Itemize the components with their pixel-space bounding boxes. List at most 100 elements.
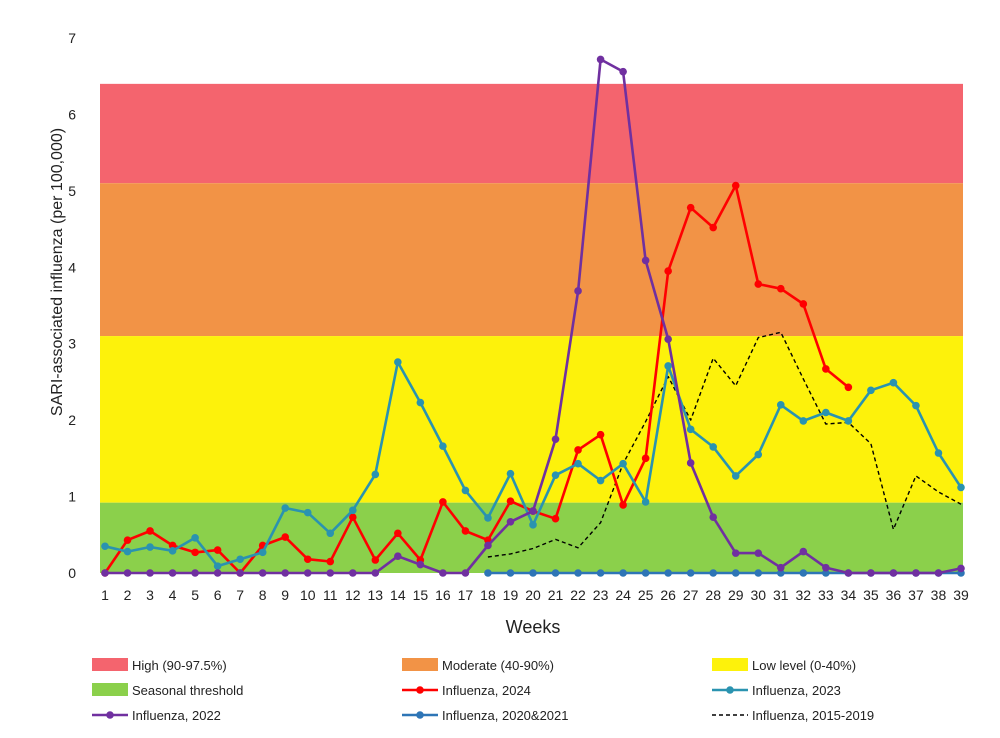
data-point [709, 569, 718, 577]
data-point [822, 563, 830, 572]
data-point [303, 508, 312, 517]
data-point [754, 450, 763, 459]
x-tick-label: 2 [124, 587, 132, 603]
data-point [822, 365, 830, 373]
x-tick-label: 18 [480, 587, 496, 603]
legend-label: Influenza, 2023 [752, 683, 841, 698]
legend-label: High (90-97.5%) [132, 658, 227, 673]
data-point [529, 569, 537, 577]
data-point [731, 472, 740, 480]
data-point [709, 513, 718, 522]
x-tick-label: 24 [615, 587, 631, 603]
legend-item-moderate-40-90: Moderate (40-90%) [402, 658, 554, 673]
y-tick-label: 3 [68, 336, 76, 352]
data-point [123, 569, 132, 577]
data-point [776, 284, 785, 293]
data-point [574, 287, 582, 295]
data-point [146, 527, 154, 535]
x-tick-label: 17 [458, 587, 474, 603]
x-tick-label: 31 [773, 587, 789, 603]
legend-item-influenza-2022: Influenza, 2022 [92, 708, 221, 723]
x-tick-label: 19 [503, 587, 519, 603]
data-point [596, 430, 605, 439]
x-tick-label: 36 [886, 587, 902, 603]
series-influenza-2023 [101, 358, 965, 570]
data-point [551, 471, 560, 479]
data-point [799, 547, 808, 556]
data-point [709, 223, 718, 232]
data-point [686, 459, 695, 467]
data-point [641, 569, 650, 577]
data-point [213, 562, 222, 570]
x-tick-label: 23 [593, 587, 609, 603]
data-point [258, 548, 267, 557]
data-point [416, 398, 425, 407]
data-point [619, 459, 627, 468]
legend-label: Moderate (40-90%) [442, 658, 554, 673]
x-tick-label: 3 [146, 587, 154, 603]
data-point [799, 300, 808, 308]
data-point [506, 517, 515, 526]
data-point [799, 417, 808, 425]
data-point [191, 534, 199, 542]
legend-marker [416, 686, 424, 694]
x-tick-label: 20 [525, 587, 541, 603]
legend-label: Low level (0-40%) [752, 658, 856, 673]
x-axis-title: Weeks [506, 617, 561, 637]
data-point [686, 203, 695, 212]
data-point [731, 569, 740, 577]
x-tick-label: 16 [435, 587, 451, 603]
data-point [551, 435, 560, 444]
x-tick-label: 6 [214, 587, 222, 603]
legend-item-low-level-0-40: Low level (0-40%) [712, 658, 856, 673]
x-tick-label: 34 [841, 587, 857, 603]
data-point [326, 569, 335, 577]
data-point [281, 504, 290, 512]
data-point [529, 507, 537, 515]
legend-marker [726, 686, 734, 694]
x-tick-label: 28 [705, 587, 721, 603]
data-point [484, 541, 492, 550]
data-point [191, 548, 199, 557]
data-point [394, 529, 402, 538]
data-point [461, 486, 470, 495]
x-tick-label: 1 [101, 587, 109, 603]
data-point [731, 549, 740, 557]
legend-item-influenza-2015-2019: Influenza, 2015-2019 [712, 708, 874, 723]
series-line [487, 331, 962, 558]
data-point [934, 449, 943, 457]
data-point [439, 442, 447, 450]
x-tick-label: 5 [191, 587, 199, 603]
x-tick-label: 38 [931, 587, 947, 603]
data-point [619, 569, 627, 577]
data-point [348, 506, 357, 515]
data-point [394, 358, 402, 366]
legend-label: Influenza, 2015-2019 [752, 708, 874, 723]
data-point [957, 564, 965, 573]
data-point [686, 569, 695, 577]
data-point [596, 569, 605, 577]
x-tick-label: 9 [281, 587, 289, 603]
x-tick-label: 39 [953, 587, 969, 603]
data-point [799, 569, 808, 577]
data-point [258, 569, 267, 577]
data-point [326, 557, 335, 566]
legend-marker [416, 711, 424, 719]
y-axis-ticks: 0 1 2 3 4 5 6 7 [68, 30, 76, 581]
band-low-level-0-40 [100, 336, 963, 503]
x-tick-label: 33 [818, 587, 834, 603]
x-tick-label: 12 [345, 587, 361, 603]
data-point [574, 459, 582, 468]
data-point [484, 569, 492, 577]
x-tick-label: 32 [796, 587, 812, 603]
x-tick-label: 35 [863, 587, 879, 603]
y-tick-label: 5 [68, 183, 76, 199]
data-point [168, 569, 177, 577]
series-influenza-2015-2019 [487, 331, 962, 558]
legend-marker [106, 711, 114, 719]
legend-item-influenza-2024: Influenza, 2024 [402, 683, 531, 698]
data-point [348, 569, 357, 577]
data-point [551, 569, 560, 577]
data-point [844, 569, 853, 577]
